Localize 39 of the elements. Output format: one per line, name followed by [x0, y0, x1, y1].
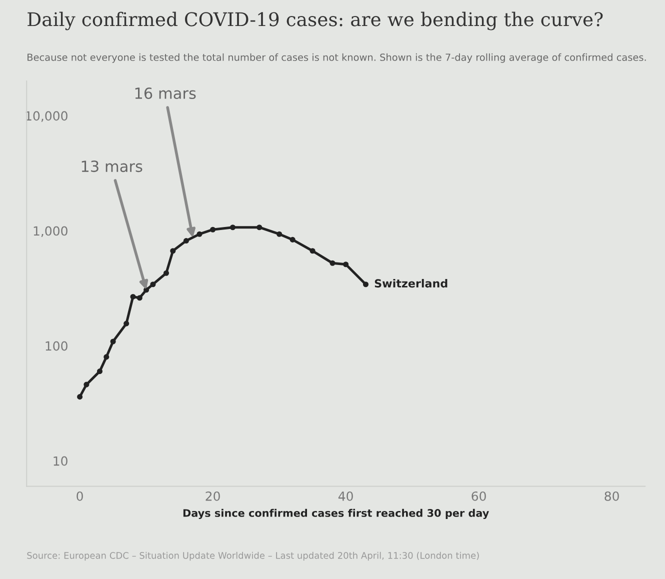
point [230, 224, 236, 230]
x-axis-title: Days since confirmed cases first reached 30 per day [183, 508, 489, 520]
annotation: 13 mars [82, 160, 142, 172]
point [276, 231, 282, 237]
annotation: 16 mars [135, 87, 196, 100]
x-tick-label: 20 [206, 491, 220, 501]
point [84, 382, 90, 388]
x-tick-label: 60 [472, 491, 486, 501]
point [110, 338, 116, 344]
x-tick-label: 80 [604, 491, 619, 501]
point [330, 260, 336, 266]
source-note: Source: European CDC – Situation Update Worldwide – Last updated 20th April, 11:30 (London time) [27, 552, 479, 561]
chart-subtitle: Because not everyone is tested the total number of cases is not known. Shown is the 7-day rolling average of confirmed cases. [28, 53, 646, 63]
point [343, 262, 349, 268]
y-tick-label: 10 [54, 456, 68, 466]
point [104, 354, 110, 360]
point [124, 320, 130, 326]
y-tick-label: 1,000 [34, 226, 68, 237]
point [210, 226, 216, 232]
point [150, 282, 156, 288]
x-tick-label: 40 [338, 491, 353, 501]
point [144, 287, 150, 293]
point [77, 394, 83, 400]
point [136, 295, 142, 301]
point [196, 231, 202, 237]
y-tick-label: 10,000 [26, 111, 68, 122]
point [362, 282, 369, 288]
point [163, 270, 170, 276]
point [130, 294, 136, 300]
point [256, 224, 262, 230]
point [310, 248, 316, 254]
series-label: Switzerland [374, 278, 448, 288]
point [290, 236, 296, 242]
point [96, 368, 103, 374]
x-tick-label: 0 [76, 491, 83, 501]
y-tick-label: 100 [46, 341, 68, 351]
point [170, 248, 176, 254]
point [183, 238, 189, 244]
chart-title: Daily confirmed COVID-19 cases: are we bending the curve? [28, 12, 603, 30]
